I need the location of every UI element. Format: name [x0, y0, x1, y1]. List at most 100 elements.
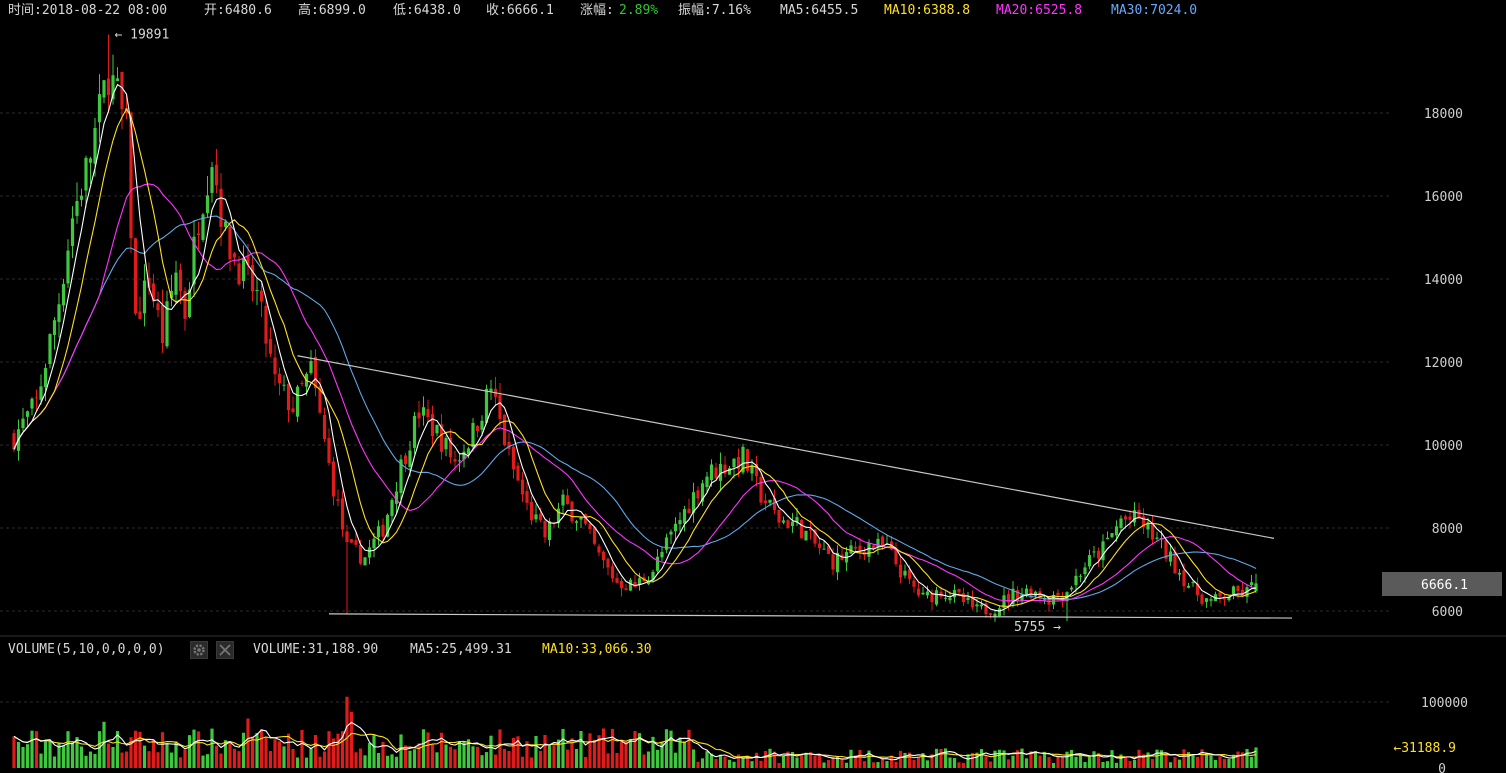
candle-body — [624, 588, 628, 591]
candle-body — [520, 479, 525, 495]
volume-bar — [349, 711, 354, 768]
trendline[interactable] — [297, 355, 1275, 539]
candle-body — [718, 463, 723, 481]
candle-body — [394, 491, 399, 504]
volume-ma5-value: MA5:25,499.31 — [410, 642, 512, 657]
candle-body — [151, 283, 156, 302]
volume-bar — [1222, 758, 1227, 768]
volume-bar — [876, 762, 880, 768]
candle-body — [39, 386, 43, 400]
candle-body — [628, 579, 633, 591]
volume-bar — [1033, 751, 1038, 768]
volume-bar — [21, 746, 25, 768]
candle-body — [1069, 587, 1074, 590]
volume-bar — [453, 749, 457, 768]
candle-body — [84, 157, 88, 191]
volume-bar — [1164, 752, 1168, 768]
volume-bar — [120, 752, 124, 768]
candle-body — [1006, 594, 1011, 603]
candle-body — [687, 508, 691, 514]
volume-bar — [768, 748, 772, 768]
volume-bar — [912, 759, 916, 768]
volume-bar — [1191, 754, 1195, 768]
volume-bar — [475, 746, 480, 768]
volume-bar — [12, 736, 16, 768]
candle-body — [925, 591, 930, 596]
candle-body — [66, 250, 70, 284]
candle-body — [826, 545, 831, 554]
candle-body — [777, 509, 781, 523]
volume-bar — [1173, 757, 1177, 768]
volume-bar — [705, 751, 709, 768]
volume-bar — [678, 737, 682, 768]
trendline[interactable] — [328, 613, 1293, 619]
volume-bar — [601, 728, 606, 768]
candle-body — [867, 543, 871, 557]
candle-body — [997, 608, 1002, 617]
candle-body — [651, 571, 655, 580]
candle-body — [282, 384, 286, 386]
volume-bar — [1042, 751, 1047, 768]
volume-bar — [183, 749, 187, 768]
candle-body — [309, 361, 313, 373]
price-tick-label: 8000 — [1432, 522, 1463, 537]
candle-body — [1177, 572, 1182, 575]
volume-bar — [1195, 756, 1200, 768]
volume-indicator-label: VOLUME(5,10,0,0,0,0) — [8, 642, 165, 657]
volume-bar — [448, 746, 453, 768]
candle-body — [957, 588, 961, 593]
candle-body — [183, 290, 187, 319]
candle-body — [399, 459, 403, 493]
volume-bar — [1060, 756, 1065, 768]
volume-bar — [250, 736, 255, 768]
volume-bar — [1204, 753, 1209, 768]
candle-body — [606, 558, 610, 568]
candle-body — [1141, 516, 1146, 528]
candle-body — [106, 78, 111, 96]
volume-bar — [691, 749, 696, 768]
volume-bar — [714, 758, 718, 768]
volume-bar — [763, 750, 768, 768]
volume-bar — [417, 743, 421, 768]
volume-bar — [885, 761, 889, 768]
volume-bar — [462, 741, 466, 768]
volume-bar — [511, 737, 516, 768]
candle-body — [34, 397, 39, 399]
candle-body — [363, 557, 367, 566]
candle-body — [970, 596, 975, 608]
volume-bar — [534, 735, 538, 768]
candle-body — [295, 386, 300, 417]
volume-bar — [412, 749, 417, 768]
volume-bar — [75, 737, 79, 768]
ma5-line — [13, 83, 1257, 612]
volume-bar — [471, 746, 475, 768]
volume-bar — [570, 738, 574, 768]
candle-body — [165, 301, 169, 347]
candle-body — [736, 456, 741, 469]
settings-gear-icon[interactable] — [190, 641, 208, 659]
volume-bar — [331, 738, 336, 768]
volume-bar — [390, 754, 394, 768]
candle-body — [822, 548, 826, 550]
candle-body — [138, 311, 142, 319]
ma10-value: MA10:6388.8 — [884, 3, 971, 18]
volume-bar — [1236, 751, 1240, 768]
volume-bar — [808, 752, 813, 768]
candle-body — [682, 509, 687, 524]
current-price-label: 6666.1 — [1421, 578, 1468, 593]
volume-bar — [25, 744, 30, 768]
volume-bar — [786, 751, 790, 768]
volume-bar — [1087, 756, 1092, 768]
volume-bar — [952, 758, 957, 768]
volume-bar — [246, 718, 250, 768]
candle-body — [1182, 570, 1186, 587]
close-indicator-icon[interactable] — [216, 641, 234, 659]
candle-body — [579, 517, 583, 520]
candle-body — [466, 448, 471, 455]
volume-bar — [561, 728, 565, 768]
volume-bar — [291, 748, 295, 768]
volume-bar — [142, 745, 147, 768]
candle-body — [727, 468, 732, 475]
candle-body — [187, 289, 192, 317]
